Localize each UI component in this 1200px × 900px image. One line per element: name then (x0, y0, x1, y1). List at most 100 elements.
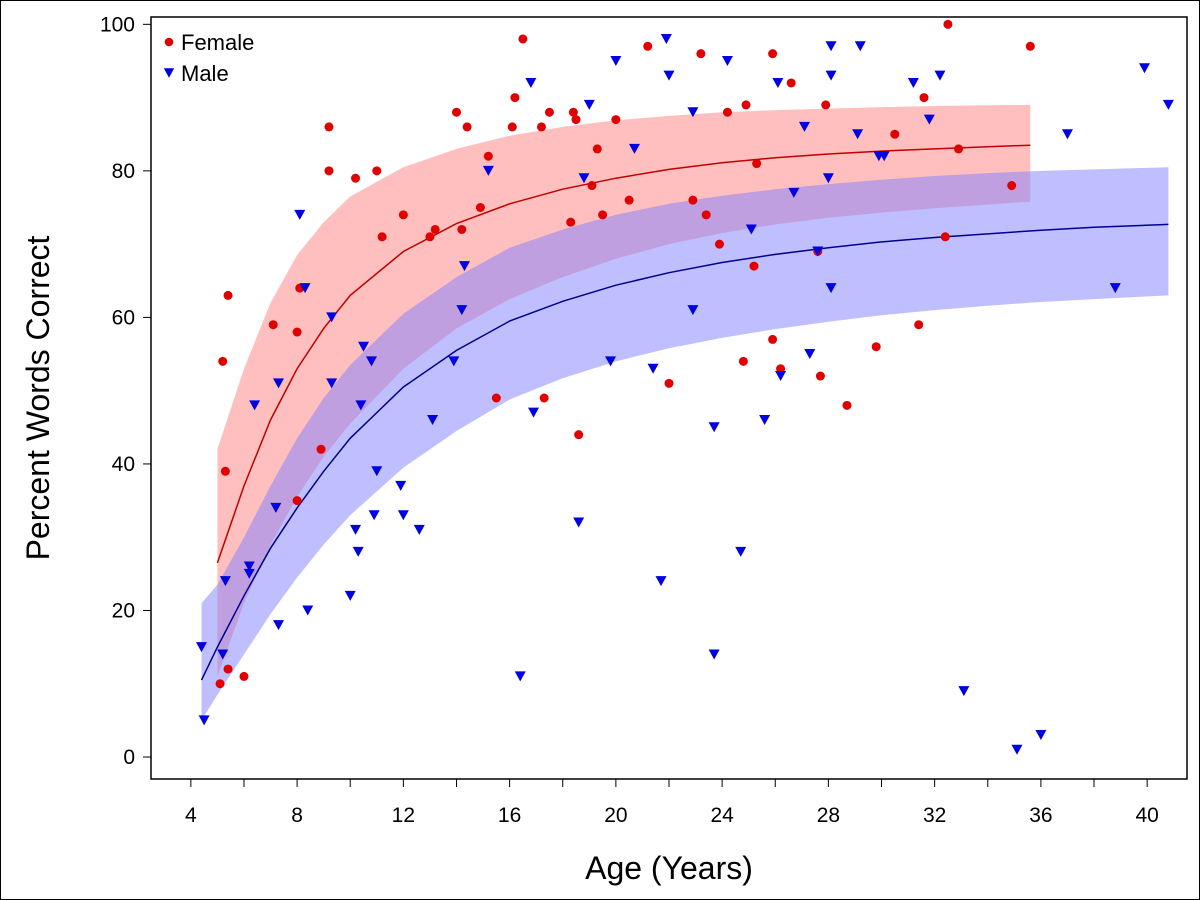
female-point (223, 290, 233, 300)
female-point (544, 107, 554, 117)
female-confidence-band (217, 104, 1031, 677)
male-point (326, 378, 338, 389)
male-point (759, 414, 771, 425)
female-point (815, 371, 825, 381)
male-point (923, 114, 935, 125)
male-point (825, 283, 837, 294)
male-point (804, 349, 816, 360)
female-point (571, 115, 581, 125)
data-points (195, 19, 1174, 755)
male-point (395, 480, 407, 491)
female-point (643, 41, 653, 51)
female-point (220, 466, 230, 476)
male-point (663, 70, 675, 81)
male-point (514, 671, 526, 682)
female-point (587, 181, 597, 191)
male-point (647, 363, 659, 374)
male-point (735, 546, 747, 557)
y-tick-label: 60 (112, 306, 135, 329)
female-point (574, 430, 584, 440)
legend-male-label: Male (181, 61, 229, 86)
female-point (914, 320, 924, 330)
male-point (294, 209, 306, 220)
male-point (605, 356, 617, 367)
male-point (528, 407, 540, 418)
female-point (539, 393, 549, 403)
male-point (958, 686, 970, 697)
female-point (741, 100, 751, 110)
female-point (954, 144, 964, 154)
x-tick-label: 8 (291, 804, 303, 827)
female-point (451, 107, 461, 117)
female-point (566, 217, 576, 227)
female-point (890, 129, 900, 139)
female-point (842, 400, 852, 410)
female-point (292, 496, 302, 506)
male-point (448, 356, 460, 367)
female-point (714, 239, 724, 249)
male-point (1035, 730, 1047, 741)
male-point (456, 305, 468, 316)
female-point (518, 34, 528, 44)
female-point (768, 334, 778, 344)
male-point (708, 649, 720, 660)
y-tick-label: 40 (112, 453, 135, 476)
male-point (852, 129, 864, 140)
female-point (821, 100, 831, 110)
x-tick-label: 36 (1029, 804, 1052, 827)
y-tick-label: 100 (100, 13, 135, 36)
male-point (427, 414, 439, 425)
male-point (1061, 129, 1073, 140)
female-point (218, 356, 228, 366)
y-axis-title: Percent Words Correct (20, 235, 56, 560)
male-point (628, 143, 640, 154)
male-point (217, 649, 229, 660)
female-point (943, 19, 953, 29)
female-point (398, 210, 408, 220)
female-point (776, 364, 786, 374)
female-point (738, 356, 748, 366)
female-point (611, 115, 621, 125)
male-point (854, 41, 866, 52)
male-point (655, 576, 667, 587)
female-point (624, 195, 634, 205)
female-point (664, 378, 674, 388)
male-point (350, 524, 362, 535)
male-point (578, 173, 590, 184)
female-point (491, 393, 501, 403)
x-tick-label: 16 (498, 804, 521, 827)
female-point (871, 342, 881, 352)
female-point (919, 93, 929, 103)
male-point (573, 517, 585, 528)
male-point (270, 502, 282, 513)
female-point (430, 224, 440, 234)
male-point (302, 605, 314, 616)
male-point (195, 642, 207, 653)
male-point (822, 173, 834, 184)
male-point (198, 715, 210, 726)
male-point (352, 546, 364, 557)
male-point (243, 561, 255, 572)
female-point (223, 664, 233, 674)
female-point (536, 122, 546, 132)
male-point (825, 41, 837, 52)
male-point (687, 305, 699, 316)
y-tick-label: 0 (123, 746, 135, 769)
female-point (324, 122, 334, 132)
male-point (775, 371, 787, 382)
male-point (788, 187, 800, 198)
male-point (525, 77, 537, 88)
male-point (355, 400, 367, 411)
male-point (1138, 63, 1150, 74)
male-point (708, 422, 720, 433)
female-point (786, 78, 796, 88)
male-point (344, 590, 356, 601)
male-point (219, 576, 231, 587)
female-point (457, 224, 467, 234)
female-point (696, 49, 706, 59)
male-point (721, 55, 733, 66)
fit-curves (200, 144, 1169, 681)
male-point (358, 341, 370, 352)
male-point (482, 165, 494, 176)
